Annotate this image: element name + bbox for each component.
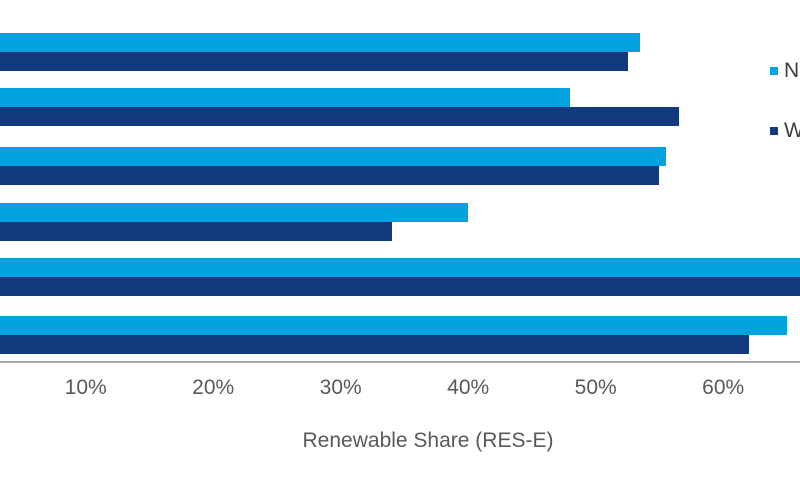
legend-item-series-1: N	[770, 59, 799, 83]
x-axis-tick-label: 30%	[319, 376, 362, 399]
legend-swatch-dark-navy-icon	[770, 127, 778, 135]
x-axis-tick-label: 60%	[702, 376, 745, 399]
bar-row3-light-blue	[0, 147, 666, 166]
bar-row4-dark-navy	[0, 222, 392, 241]
legend-label-series-2: W	[784, 119, 800, 142]
bar-row5-dark-navy	[0, 277, 800, 296]
bar-row5-light-blue	[0, 258, 800, 277]
legend-label-series-1: N	[784, 59, 800, 82]
x-axis-tick-label: 40%	[447, 376, 490, 399]
x-axis-tick-label: 10%	[64, 376, 107, 399]
legend-item-series-2: W	[770, 119, 800, 143]
bar-row2-dark-navy	[0, 107, 679, 126]
bar-row3-dark-navy	[0, 166, 660, 185]
bar-row1-dark-navy	[0, 52, 628, 71]
x-axis-title: Renewable Share (RES-E)	[302, 429, 554, 452]
plot-area	[0, 33, 800, 354]
bar-row2-light-blue	[0, 88, 571, 107]
bar-row6-light-blue	[0, 316, 787, 335]
bar-row4-light-blue	[0, 203, 469, 222]
x-axis-ticks: 10% 20% 30% 40% 50% 60%	[0, 377, 800, 401]
x-axis-tick-label: 50%	[574, 376, 617, 399]
x-axis-tick-label: 20%	[192, 376, 235, 399]
bar-row6-dark-navy	[0, 335, 749, 354]
x-axis-line	[0, 361, 800, 363]
bar-row1-light-blue	[0, 33, 641, 52]
legend-swatch-light-blue-icon	[770, 67, 778, 75]
